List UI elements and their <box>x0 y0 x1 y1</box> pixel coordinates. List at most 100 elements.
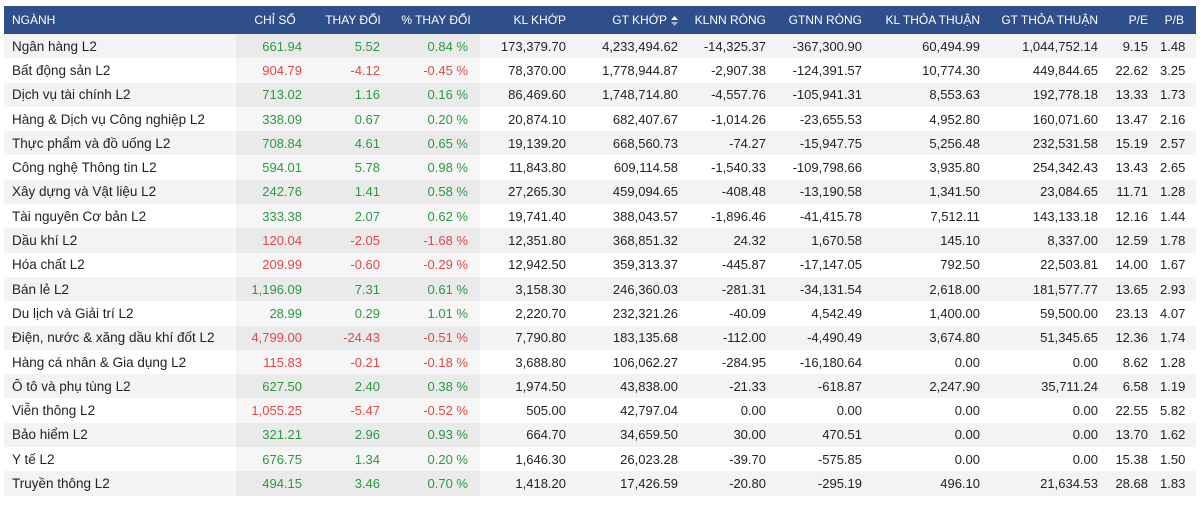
match-value-value: 359,313.37 <box>612 257 678 273</box>
index-value: 627.50 <box>236 374 314 398</box>
table-row[interactable]: Bất động sản L2 904.79 -4.12 -0.45 % 78,370.… <box>4 58 1196 82</box>
header-foreign-net-volume[interactable]: KLNN RÒNG <box>694 13 766 27</box>
sector-name[interactable]: Bán lẻ L2 <box>12 281 70 297</box>
foreign-net-volume-value: -1,540.33 <box>711 160 766 176</box>
index-value: 28.99 <box>236 301 314 325</box>
table-row[interactable]: Ô tô và phụ tùng L2 627.50 2.40 0.38 % 1,974… <box>4 374 1196 399</box>
negotiated-volume-value: 145.10 <box>940 233 980 249</box>
foreign-net-value-value: -41,415.78 <box>799 208 862 224</box>
table-row[interactable]: Dịch vụ tài chính L2 713.02 1.16 0.16 % 86,4… <box>4 82 1196 107</box>
match-value-value: 42,797.04 <box>620 403 678 419</box>
match-volume-value: 86,469.60 <box>508 87 566 103</box>
pe-value: 11.71 <box>1116 184 1148 200</box>
table-row[interactable]: Thực phẩm và đồ uống L2 708.84 4.61 0.65 % 1… <box>4 131 1196 156</box>
sector-name[interactable]: Thực phẩm và đồ uống L2 <box>12 135 171 151</box>
match-value-value: 459,094.65 <box>612 184 678 200</box>
sector-name[interactable]: Tài nguyên Cơ bản L2 <box>12 208 147 224</box>
sector-table: NGÀNH CHỈ SỐ THAY ĐỔI % THAY ĐỔI KL KHỚP… <box>4 6 1196 496</box>
negotiated-volume-value: 0.00 <box>954 403 980 419</box>
foreign-net-volume-value: -39.70 <box>729 451 766 467</box>
table-row[interactable]: Truyền thông L2 494.15 3.46 0.70 % 1,418.20 1… <box>4 471 1196 496</box>
table-row[interactable]: Xây dựng và Vật liệu L2 242.76 1.41 0.58 % 2… <box>4 179 1196 205</box>
negotiated-value-value: 51,345.65 <box>1040 330 1098 346</box>
sector-name[interactable]: Hóa chất L2 <box>12 257 85 273</box>
index-value: 594.01 <box>236 155 314 179</box>
percent-change-value: 0.65 % <box>392 131 480 155</box>
pe-value: 22.55 <box>1115 403 1148 419</box>
change-value: 2.07 <box>314 204 392 228</box>
header-percent-change[interactable]: % THAY ĐỔI <box>401 13 471 27</box>
sector-name[interactable]: Dầu khí L2 <box>12 233 78 249</box>
pb-value: 1.62 <box>1160 427 1186 443</box>
table-row[interactable]: Bán lẻ L2 1,196.09 7.31 0.61 % 3,158.30 246,3… <box>4 276 1196 302</box>
sector-name[interactable]: Bất động sản L2 <box>12 62 111 78</box>
sector-name[interactable]: Bảo hiểm L2 <box>12 427 88 443</box>
sector-name[interactable]: Du lịch và Giải trí L2 <box>12 305 134 321</box>
sort-up-down-icon <box>671 15 678 26</box>
negotiated-value-value: 254,342.43 <box>1032 160 1098 176</box>
pb-value: 2.57 <box>1160 135 1186 151</box>
foreign-net-value-value: -16,180.64 <box>799 354 862 370</box>
table-row[interactable]: Hàng & Dịch vụ Công nghiệp L2 338.09 0.67 0… <box>4 107 1196 131</box>
sector-name[interactable]: Hàng cá nhân & Gia dụng L2 <box>12 354 187 370</box>
percent-change-value: -0.29 % <box>392 253 480 277</box>
pb-value: 5.82 <box>1160 403 1186 419</box>
foreign-net-volume-value: -445.87 <box>721 257 766 273</box>
header-match-value[interactable]: GT KHỚP <box>578 6 690 34</box>
match-volume-value: 505.00 <box>526 403 566 419</box>
table-row[interactable]: Hóa chất L2 209.99 -0.60 -0.29 % 12,942.50 35… <box>4 253 1196 277</box>
table-row[interactable]: Điện, nước & xăng dầu khí đốt L2 4,799.00… <box>4 325 1196 350</box>
sector-name[interactable]: Điện, nước & xăng dầu khí đốt L2 <box>12 330 215 346</box>
sector-name[interactable]: Hàng & Dịch vụ Công nghiệp L2 <box>12 111 205 127</box>
sector-name[interactable]: Truyền thông L2 <box>12 475 110 491</box>
sector-name[interactable]: Dịch vụ tài chính L2 <box>12 87 131 103</box>
table-row[interactable]: Công nghệ Thông tin L2 594.01 5.78 0.98 % 11… <box>4 155 1196 179</box>
sector-name[interactable]: Ô tô và phụ tùng L2 <box>12 378 131 394</box>
header-negotiated-value[interactable]: GT THỎA THUẬN <box>1001 13 1098 27</box>
match-value-value: 682,407.67 <box>612 111 678 127</box>
pe-value: 6.58 <box>1122 378 1148 394</box>
sector-name[interactable]: Công nghệ Thông tin L2 <box>12 160 157 176</box>
negotiated-volume-value: 7,512.11 <box>930 208 980 224</box>
pb-value: 4.07 <box>1160 305 1186 321</box>
negotiated-volume-value: 5,256.48 <box>929 135 980 151</box>
table-row[interactable]: Ngân hàng L2 661.94 5.52 0.84 % 173,379.70 4,… <box>4 34 1196 59</box>
negotiated-value-value: 0.00 <box>1072 427 1098 443</box>
pb-value: 1.83 <box>1160 475 1186 491</box>
pe-value: 23.13 <box>1115 305 1148 321</box>
header-foreign-net-value[interactable]: GTNN RÒNG <box>788 13 862 27</box>
table-row[interactable]: Tài nguyên Cơ bản L2 333.38 2.07 0.62 % 19,7… <box>4 204 1196 228</box>
sector-name[interactable]: Xây dựng và Vật liệu L2 <box>12 184 157 200</box>
header-match-volume[interactable]: KL KHỚP <box>513 13 566 27</box>
foreign-net-value-value: -109,798.66 <box>792 160 862 176</box>
negotiated-value-value: 21,634.53 <box>1040 475 1098 491</box>
table-row[interactable]: Du lịch và Giải trí L2 28.99 0.29 1.01 % 2,2… <box>4 301 1196 325</box>
negotiated-value-value: 1,044,752.14 <box>1022 38 1098 54</box>
pe-value: 28.68 <box>1115 475 1148 491</box>
sector-name[interactable]: Viễn thông L2 <box>12 403 96 419</box>
header-pe[interactable]: P/E <box>1128 13 1148 27</box>
foreign-net-value-value: 0.00 <box>836 403 862 419</box>
header-pb[interactable]: P/B <box>1164 13 1184 27</box>
table-row[interactable]: Viễn thông L2 1,055.25 -5.47 -0.52 % 505.00 4… <box>4 398 1196 422</box>
header-negotiated-volume[interactable]: KL THỎA THUẬN <box>885 13 980 27</box>
negotiated-volume-value: 3,674.80 <box>929 330 980 346</box>
percent-change-value: 0.62 % <box>392 204 480 228</box>
sector-name[interactable]: Ngân hàng L2 <box>12 38 97 54</box>
table-row[interactable]: Bảo hiểm L2 321.21 2.96 0.93 % 664.70 34,659.… <box>4 422 1196 448</box>
pb-value: 1.73 <box>1160 87 1186 103</box>
sector-name[interactable]: Y tế L2 <box>12 451 55 467</box>
header-index[interactable]: CHỈ SỐ <box>254 13 296 27</box>
header-sector[interactable]: NGÀNH <box>12 13 56 27</box>
index-value: 338.09 <box>236 107 314 131</box>
foreign-net-volume-value: -1,014.26 <box>711 111 766 127</box>
percent-change-value: 0.20 % <box>392 447 480 471</box>
foreign-net-volume-value: -14,325.37 <box>703 38 766 54</box>
table-row[interactable]: Dầu khí L2 120.04 -2.05 -1.68 % 12,351.80 368… <box>4 228 1196 253</box>
pb-value: 1.74 <box>1160 330 1186 346</box>
table-row[interactable]: Hàng cá nhân & Gia dụng L2 115.83 -0.21 -0.… <box>4 350 1196 374</box>
header-change[interactable]: THAY ĐỔI <box>325 13 381 27</box>
change-value: 1.16 <box>314 83 392 107</box>
pe-value: 22.62 <box>1115 62 1148 78</box>
table-row[interactable]: Y tế L2 676.75 1.34 0.20 % 1,646.30 26,023.28… <box>4 447 1196 471</box>
